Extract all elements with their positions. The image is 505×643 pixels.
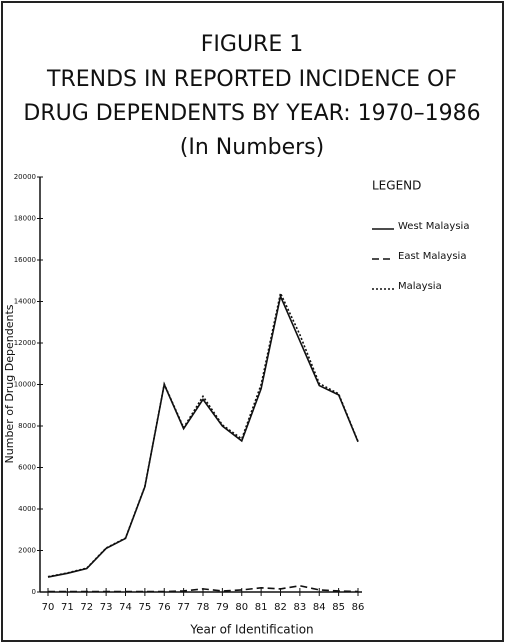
x-tick-label: 79 [216, 602, 229, 613]
chart-title: DRUG DEPENDENTS BY YEAR: 1970–1986 [23, 101, 480, 126]
y-tick-label: 2000 [18, 547, 36, 555]
y-axis-label: Number of Drug Dependents [3, 304, 16, 463]
y-tick-label: 6000 [18, 464, 36, 472]
y-tick-label: 16000 [14, 256, 36, 264]
chart-title: (In Numbers) [180, 135, 324, 160]
x-tick-label: 85 [332, 602, 345, 613]
y-tick-label: 8000 [18, 422, 36, 430]
x-tick-label: 78 [197, 602, 210, 613]
y-tick-label: 20000 [14, 173, 36, 181]
y-tick-label: 4000 [18, 505, 36, 513]
x-tick-label: 77 [177, 602, 190, 613]
legend-label: East Malaysia [398, 251, 466, 262]
x-tick-label: 70 [42, 602, 55, 613]
y-tick-label: 14000 [14, 298, 36, 306]
x-tick-label: 86 [352, 602, 365, 613]
x-tick-label: 84 [313, 602, 326, 613]
x-tick-label: 75 [139, 602, 152, 613]
x-tick-label: 71 [61, 602, 74, 613]
y-tick-label: 0 [32, 588, 36, 596]
x-axis-label: Year of Identification [189, 623, 313, 637]
legend-label: West Malaysia [398, 221, 469, 232]
series-line [48, 584, 359, 593]
x-tick-label: 82 [274, 602, 287, 613]
legend-title: LEGEND [372, 179, 421, 193]
y-tick-label: 18000 [14, 215, 36, 223]
y-tick-label: 10000 [14, 381, 36, 389]
legend-label: Malaysia [398, 281, 442, 292]
series-line [47, 290, 359, 578]
chart-title: TRENDS IN REPORTED INCIDENCE OF [46, 67, 457, 92]
x-tick-label: 83 [294, 602, 307, 613]
x-tick-label: 76 [158, 602, 171, 613]
series-line [47, 293, 359, 578]
x-tick-label: 81 [255, 602, 268, 613]
x-tick-label: 72 [80, 602, 93, 613]
y-tick-label: 12000 [14, 339, 36, 347]
x-tick-label: 80 [235, 602, 248, 613]
x-tick-label: 74 [119, 602, 132, 613]
x-tick-label: 73 [100, 602, 113, 613]
chart-title: FIGURE 1 [201, 32, 303, 57]
